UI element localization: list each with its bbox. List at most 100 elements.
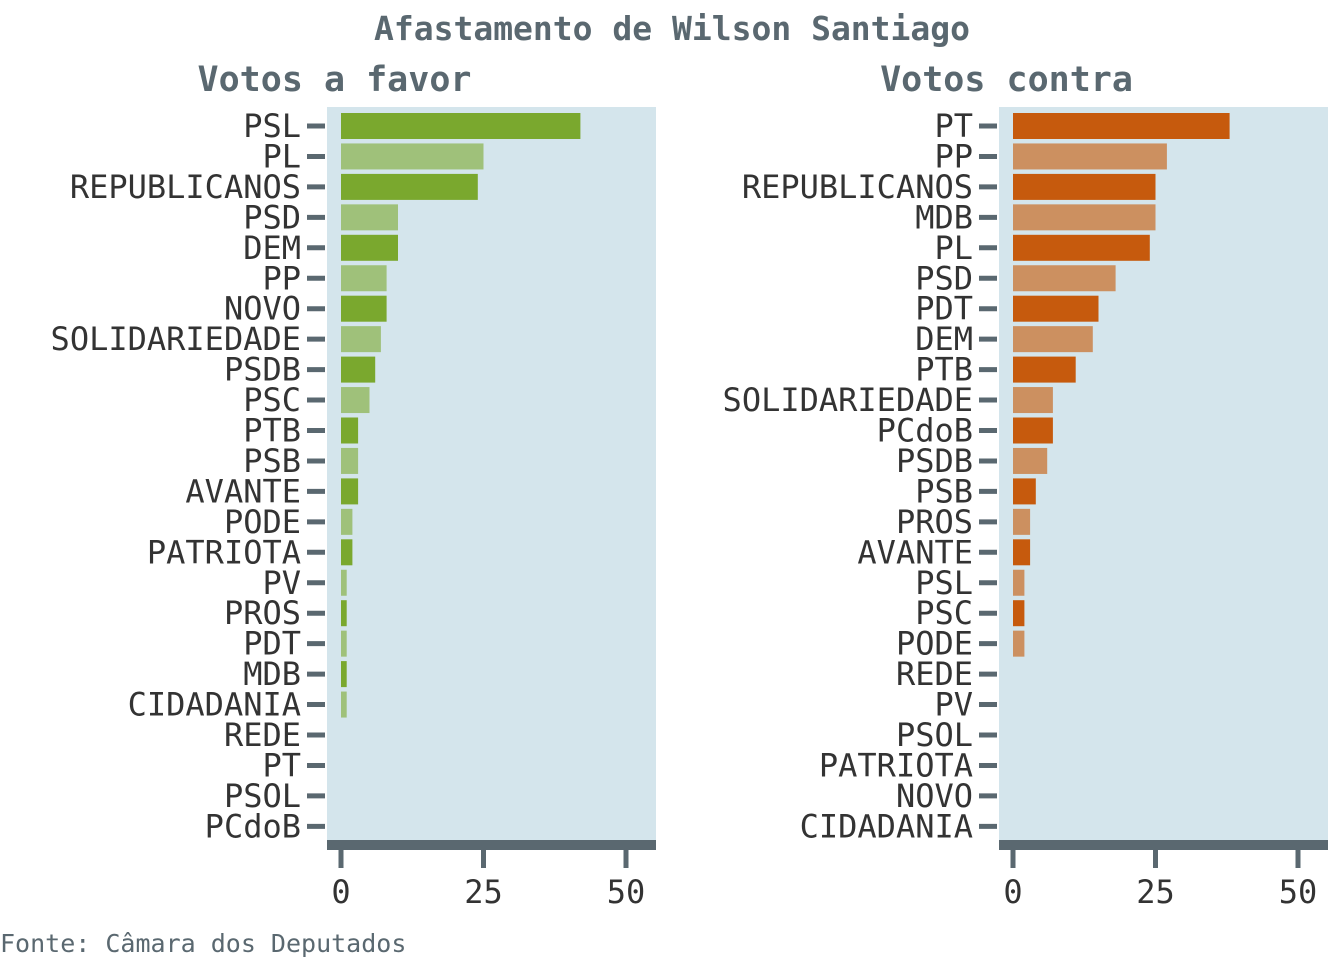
category-label-psdb: PSDB [896,442,973,480]
category-label-pdt: PDT [243,625,301,663]
bar-novo [341,295,387,322]
category-label-psol: PSOL [896,716,973,754]
bar-pp [1013,143,1167,170]
bar-solidariedade [341,326,381,353]
category-label-rede: REDE [224,716,301,754]
category-label-novo: NOVO [896,777,973,815]
bar-pv [341,569,347,596]
x-tick-label: 25 [1136,873,1175,911]
bar-psc [341,387,370,414]
bar-psd [341,204,398,231]
category-label-pl: PL [262,137,301,175]
category-label-solidariedade: SOLIDARIEDADE [51,320,301,358]
category-label-psb: PSB [915,472,973,510]
bar-pl [341,143,484,170]
bar-psd [1013,265,1116,292]
category-label-pcdob: PCdoB [205,807,301,845]
category-label-solidariedade: SOLIDARIEDADE [723,381,973,419]
source-note: Fonte: Câmara dos Deputados [0,929,406,958]
category-label-pv: PV [934,686,973,724]
category-label-psl: PSL [915,564,973,602]
bar-avante [341,478,359,505]
category-label-avante: AVANTE [185,472,301,510]
bar-psdb [341,356,376,383]
category-label-dem: DEM [243,229,301,267]
category-label-pode: PODE [224,503,301,541]
category-label-pt: PT [262,746,301,784]
category-label-pros: PROS [896,503,973,541]
category-label-psol: PSOL [224,777,301,815]
bar-pros [1013,508,1031,535]
category-label-psc: PSC [243,381,301,419]
bar-ptb [1013,356,1076,383]
bar-psc [1013,600,1025,627]
x-axis-line [327,840,656,850]
bar-psb [341,447,359,474]
chart-title: Afastamento de Wilson Santiago [374,9,970,48]
panel-title-votos-contra: Votos contra [880,60,1133,100]
category-label-pdt: PDT [915,290,973,328]
category-label-psd: PSD [243,198,301,236]
bar-pl [1013,234,1150,261]
category-label-psd: PSD [915,259,973,297]
category-label-republicanos: REPUBLICANOS [742,168,973,206]
bar-pdt [341,630,347,657]
category-label-dem: DEM [915,320,973,358]
category-label-pcdob: PCdoB [877,412,973,450]
category-label-novo: NOVO [224,290,301,328]
category-label-psc: PSC [915,594,973,632]
bar-patriota [341,539,353,566]
bar-pode [341,508,353,535]
category-label-ptb: PTB [915,351,973,389]
bar-pt [1013,113,1230,139]
bar-dem [1013,326,1093,353]
bar-avante [1013,539,1031,566]
category-label-mdb: MDB [243,655,301,693]
category-label-pl: PL [934,229,973,267]
category-label-pros: PROS [224,594,301,632]
bar-republicanos [341,173,478,200]
bar-psl [1013,569,1025,596]
category-label-cidadania: CIDADANIA [128,686,301,724]
category-label-republicanos: REPUBLICANOS [70,168,301,206]
bar-psdb [1013,447,1048,474]
category-label-patriota: PATRIOTA [819,746,973,784]
bar-dem [341,234,398,261]
bar-psb [1013,478,1036,505]
category-label-ptb: PTB [243,412,301,450]
category-label-mdb: MDB [915,198,973,236]
panel-title-votos-a-favor: Votos a favor [198,60,472,100]
category-label-psl: PSL [243,107,301,145]
bar-solidariedade [1013,387,1053,414]
panel-votos-contra: Votos contra PTPPREPUBLICANOSMDBPLPSDPDTD… [723,60,1328,911]
bar-ptb [341,417,359,444]
x-tick-label: 0 [1003,873,1022,911]
bar-pdt [1013,295,1099,322]
x-axis-line [999,840,1328,850]
category-label-psdb: PSDB [224,351,301,389]
category-label-rede: REDE [896,655,973,693]
category-label-psb: PSB [243,442,301,480]
bar-pode [1013,630,1025,657]
bar-mdb [341,661,347,688]
bar-pcdob [1013,417,1053,444]
bar-republicanos [1013,173,1156,200]
panel-votos-a-favor: Votos a favor PSLPLREPUBLICANOSPSDDEMPPNO… [51,60,656,911]
bar-cidadania [341,691,347,718]
category-label-avante: AVANTE [857,533,973,571]
category-label-pode: PODE [896,625,973,663]
category-label-pv: PV [262,564,301,602]
x-tick-label: 25 [464,873,503,911]
bar-mdb [1013,204,1156,231]
bar-pros [341,600,347,627]
category-label-pt: PT [934,107,973,145]
x-tick-label: 50 [607,873,646,911]
bar-pp [341,265,387,292]
bar-psl [341,113,581,139]
category-label-pp: PP [934,137,973,175]
x-tick-label: 0 [331,873,350,911]
category-label-cidadania: CIDADANIA [800,807,973,845]
category-label-patriota: PATRIOTA [147,533,301,571]
x-tick-label: 50 [1279,873,1318,911]
